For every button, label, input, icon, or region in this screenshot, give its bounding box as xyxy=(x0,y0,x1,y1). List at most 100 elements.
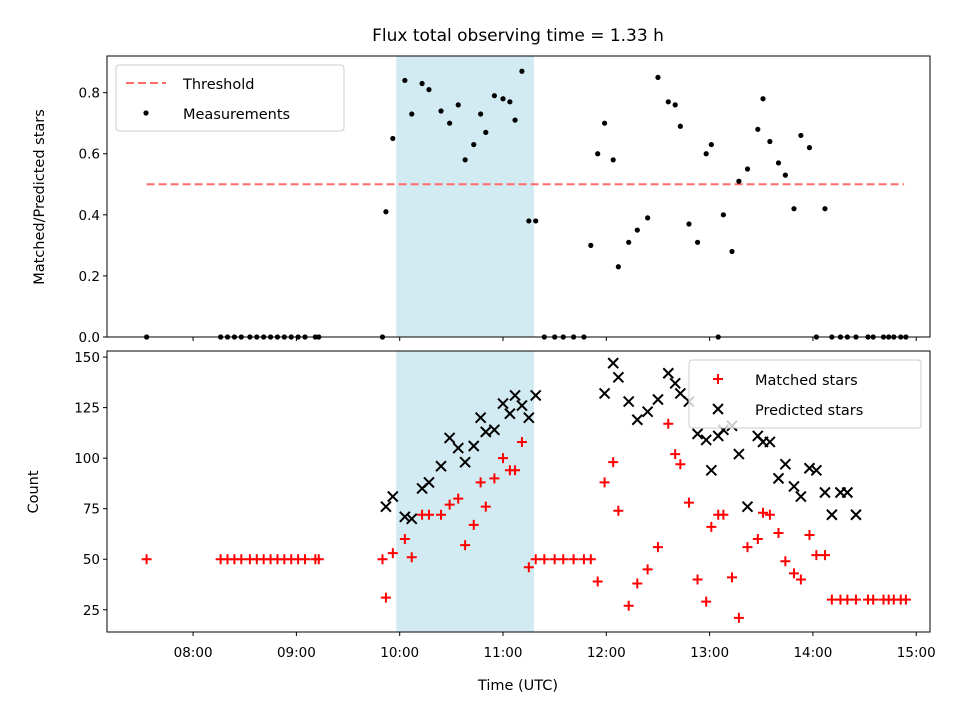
bottom-y-tick-label: 100 xyxy=(74,451,100,467)
predicted-star-point xyxy=(612,371,625,383)
predicted-star-point xyxy=(700,434,712,446)
bottom-legend-box xyxy=(688,359,922,429)
matched-star-point xyxy=(811,550,822,561)
top-chart-panel: 0.0 0.2 0.4 0.6 0.8 Threshold Measurements xyxy=(79,55,931,346)
predicted-star-point xyxy=(504,407,516,420)
measurement-point xyxy=(755,126,761,132)
top-y-tick-label: 0.0 xyxy=(79,330,100,346)
predicted-star-point xyxy=(850,509,862,521)
bottom-y-tick-label: 125 xyxy=(74,401,100,417)
predicted-star-point xyxy=(788,480,800,493)
top-y-tick-label: 0.2 xyxy=(79,269,100,285)
predicted-star-point xyxy=(468,440,480,452)
predicted-star-point xyxy=(819,486,831,499)
measurement-point xyxy=(806,145,813,151)
measurement-point xyxy=(447,120,453,126)
matched-star-point xyxy=(652,542,663,553)
matched-star-point xyxy=(568,554,579,565)
measurement-point xyxy=(708,141,714,148)
matched-star-point xyxy=(683,497,694,508)
x-tick-label: 11:00 xyxy=(484,645,523,661)
x-axis-label: Time (UTC) xyxy=(477,678,558,694)
matched-star-point xyxy=(757,507,768,518)
measurement-point xyxy=(526,218,532,224)
measurement-point xyxy=(402,77,408,84)
measurement-point xyxy=(610,157,616,163)
predicted-star-point xyxy=(459,456,471,468)
predicted-star-point xyxy=(474,412,487,424)
predicted-star-point xyxy=(674,387,687,400)
matched-star-point xyxy=(752,534,763,545)
predicted-star-point xyxy=(652,393,664,406)
matched-star-point xyxy=(599,477,610,488)
measurement-point xyxy=(500,96,506,102)
measurement-point xyxy=(390,135,396,142)
predicted-star-point xyxy=(641,405,654,418)
predicted-star-point xyxy=(622,395,635,408)
measurement-point xyxy=(615,264,621,270)
predicted-star-point xyxy=(406,513,418,525)
x-tick-label: 14:00 xyxy=(793,645,832,661)
bottom-y-tick-label: 75 xyxy=(83,502,100,518)
measurement-point xyxy=(462,157,468,163)
matched-star-point xyxy=(795,574,806,585)
matched-star-point xyxy=(510,465,521,476)
measurement-point xyxy=(507,99,513,105)
top-axes-frame xyxy=(106,55,931,338)
predicted-star-point xyxy=(607,357,619,369)
matched-star-point xyxy=(850,594,861,605)
predicted-star-point xyxy=(523,412,535,424)
measurement-point xyxy=(672,102,678,108)
measurement-point xyxy=(483,129,489,135)
bottom-y-tick-label: 25 xyxy=(83,603,100,619)
measurement-point xyxy=(438,108,444,114)
measurement-point xyxy=(645,215,651,221)
matched-star-point xyxy=(300,554,311,565)
matched-star-point xyxy=(804,529,815,540)
top-y-tick-label: 0.8 xyxy=(79,86,100,102)
predicted-star-point xyxy=(423,476,435,489)
legend-measurements-swatch xyxy=(143,110,149,116)
measurement-point xyxy=(478,111,484,117)
measurement-point xyxy=(729,248,735,255)
predicted-star-point xyxy=(705,464,718,476)
predicted-star-point xyxy=(399,511,411,523)
matched-star-point xyxy=(585,554,596,565)
measurement-point xyxy=(383,209,389,215)
predicted-star-point xyxy=(772,472,785,485)
measurement-point xyxy=(512,117,518,123)
measurement-point xyxy=(760,96,766,102)
measurement-point xyxy=(798,132,804,139)
bottom-y-tick-label: 50 xyxy=(83,552,100,568)
top-y-tick-label: 0.4 xyxy=(79,208,100,224)
predicted-star-point xyxy=(488,424,501,436)
measurement-point xyxy=(775,160,782,166)
matched-star-point xyxy=(141,554,152,565)
measurement-point xyxy=(601,120,608,126)
bottom-y-axis-label: Count xyxy=(26,470,42,513)
top-chart-title: Flux total observing time = 1.33 h xyxy=(372,26,664,46)
matched-star-point xyxy=(399,534,410,545)
top-y-axis-label: Matched/Predicted stars xyxy=(32,109,48,285)
matched-star-point xyxy=(788,568,799,579)
matched-star-point xyxy=(516,436,527,447)
matched-star-point xyxy=(692,574,703,585)
bottom-axes-frame xyxy=(106,350,931,633)
measurement-point xyxy=(426,86,432,93)
measurement-point xyxy=(767,138,773,145)
matched-star-point xyxy=(539,554,550,565)
measurement-point xyxy=(519,68,525,74)
legend-matched-swatch xyxy=(713,374,723,384)
measurement-point xyxy=(736,178,742,184)
measurement-point xyxy=(595,151,601,157)
matched-star-point xyxy=(632,578,643,589)
legend-measurements-label: Measurements xyxy=(183,107,290,123)
predicted-star-point xyxy=(826,509,838,521)
predicted-star-point xyxy=(497,397,509,410)
measurement-point xyxy=(686,221,692,227)
matched-star-point xyxy=(868,594,879,605)
measurement-point xyxy=(677,123,683,129)
predicted-star-point xyxy=(516,399,528,412)
measurement-point xyxy=(491,93,497,99)
